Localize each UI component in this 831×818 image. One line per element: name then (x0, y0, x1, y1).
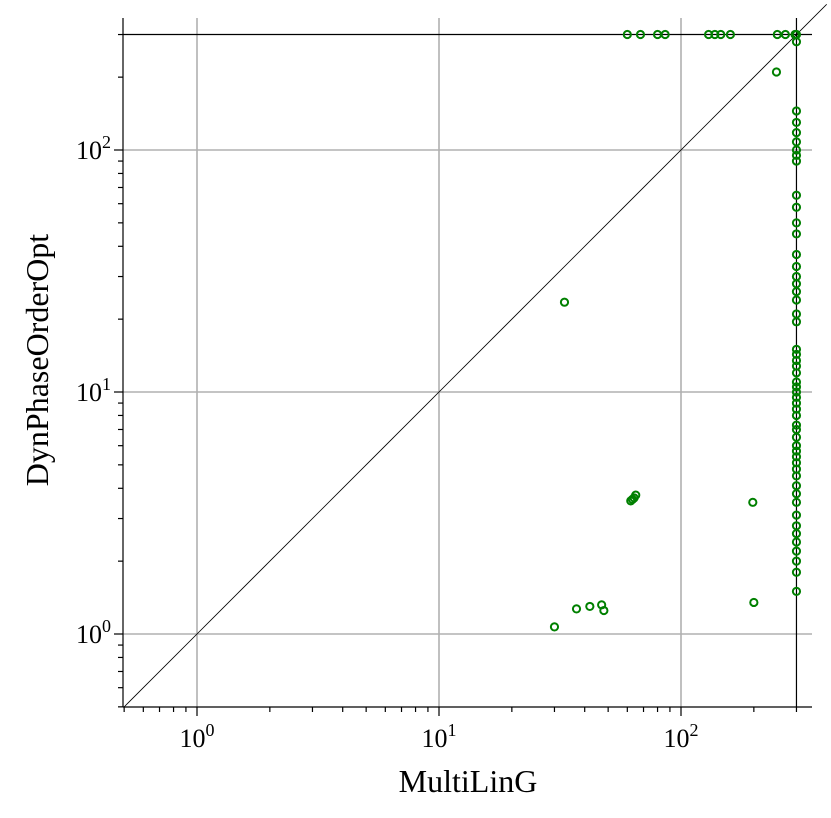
data-point (791, 497, 802, 507)
data-point (791, 286, 802, 297)
x-tick-label: 101 (422, 720, 457, 753)
data-point (791, 317, 802, 327)
diagonal-line (123, 4, 827, 708)
data-point (710, 29, 720, 40)
data-point (791, 249, 802, 260)
data-point (780, 29, 790, 40)
data-point (749, 597, 759, 608)
data-point (725, 29, 735, 40)
data-point (660, 29, 670, 40)
data-point (791, 387, 802, 397)
data-point (791, 471, 802, 481)
data-point (791, 218, 802, 228)
data-point (791, 567, 802, 577)
tick-labels: 100 101 102 100 101 102 (76, 132, 699, 753)
data-point (791, 446, 802, 456)
y-tick-label: 101 (76, 374, 111, 407)
data-point (748, 497, 758, 507)
data-point (791, 441, 802, 451)
data-point (791, 489, 802, 499)
data-point (791, 150, 802, 160)
x-tick-label: 102 (664, 720, 699, 753)
data-point (791, 295, 802, 305)
y-tick-label: 102 (76, 132, 111, 165)
y-tick-label: 100 (76, 616, 111, 649)
data-point (791, 145, 802, 155)
data-point (635, 29, 646, 40)
data-point (791, 537, 802, 547)
data-point (549, 622, 560, 632)
axis-ticks (114, 33, 798, 716)
x-axis-label: MultiLinG (399, 763, 538, 799)
data-point (716, 29, 726, 40)
data-point (791, 528, 802, 539)
data-point (791, 355, 802, 366)
data-point (791, 261, 802, 272)
data-point (791, 117, 802, 128)
grid-lines (123, 18, 812, 707)
data-point (791, 392, 802, 402)
data-point (791, 229, 802, 239)
data-point (791, 586, 802, 596)
data-point (791, 368, 802, 378)
data-point (791, 382, 802, 392)
data-point (791, 432, 802, 442)
data-point (791, 546, 802, 556)
data-point (599, 605, 609, 616)
data-point (571, 604, 582, 614)
data-point (791, 398, 802, 408)
data-point (622, 29, 632, 40)
data-point (791, 452, 802, 462)
data-point (791, 349, 802, 360)
data-point (791, 510, 802, 520)
data-point (791, 420, 802, 430)
data-point (791, 202, 802, 212)
data-point (791, 377, 802, 387)
plot-frame (122, 4, 827, 708)
data-point (791, 37, 802, 47)
data-point (559, 297, 570, 307)
x-tick-label: 100 (180, 720, 215, 753)
data-points (549, 29, 802, 632)
data-point (791, 106, 802, 116)
data-point (791, 190, 802, 200)
data-point (791, 156, 802, 166)
data-point (771, 67, 782, 77)
data-point (791, 344, 802, 354)
data-point (585, 601, 595, 612)
data-point (791, 556, 802, 566)
y-axis-label: DynPhaseOrderOpt (19, 234, 55, 487)
data-point (791, 410, 802, 421)
data-point (631, 490, 641, 500)
data-point (791, 128, 802, 138)
